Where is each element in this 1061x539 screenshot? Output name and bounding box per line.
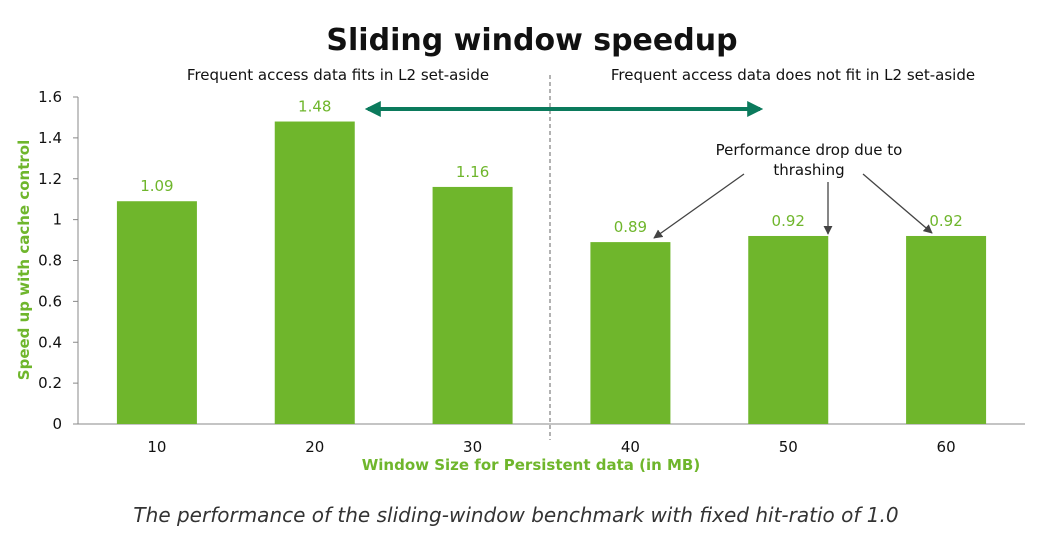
bar-30 xyxy=(432,186,513,424)
bar-60 xyxy=(906,235,987,424)
y-tick-label: 0.8 xyxy=(38,252,62,270)
x-axis-title: Window Size for Persistent data (in MB) xyxy=(362,456,700,474)
x-tick-label-40: 40 xyxy=(621,438,640,456)
y-tick-label: 1.2 xyxy=(38,170,62,188)
y-tick-label: 1 xyxy=(52,211,62,229)
data-label-30: 1.16 xyxy=(456,163,489,181)
data-label-20: 1.48 xyxy=(298,98,331,116)
chart-caption: The performance of the sliding-window be… xyxy=(133,503,898,527)
y-tick-label: 0 xyxy=(52,415,62,433)
y-tick-label: 1.6 xyxy=(38,88,62,106)
data-label-40: 0.89 xyxy=(614,218,647,236)
y-tick-label: 0.6 xyxy=(38,292,62,310)
y-tick-label: 0.2 xyxy=(38,374,62,392)
annotation-arrow-40 xyxy=(653,173,745,239)
y-tick-label: 1.4 xyxy=(38,129,62,147)
y-tick-label: 0.4 xyxy=(38,333,62,351)
bar-50 xyxy=(748,235,829,424)
bar-40 xyxy=(590,242,671,424)
bar-20 xyxy=(274,121,355,425)
x-axis: 10 20 30 40 50 60 xyxy=(78,423,1025,456)
annotation-line-1: Performance drop due to xyxy=(716,141,903,159)
x-tick-label-60: 60 xyxy=(937,438,956,456)
annotation-line-2: thrashing xyxy=(773,161,844,179)
annotation-arrow-60 xyxy=(862,173,933,234)
data-label-10: 1.09 xyxy=(140,177,173,195)
region-label-fits: Frequent access data fits in L2 set-asid… xyxy=(187,66,489,84)
data-label-60: 0.92 xyxy=(929,212,962,230)
y-axis-title: Speed up with cache control xyxy=(15,140,33,380)
x-tick-label-10: 10 xyxy=(147,438,166,456)
x-tick-label-50: 50 xyxy=(779,438,798,456)
bar-10 xyxy=(116,201,197,424)
bars: 1.09 1.48 1.16 0.89 0.92 0.92 xyxy=(116,98,987,425)
chart-title: Sliding window speedup xyxy=(326,23,737,58)
region-label-not-fits: Frequent access data does not fit in L2 … xyxy=(611,66,975,84)
x-tick-label-20: 20 xyxy=(305,438,324,456)
y-axis: 0 0.2 0.4 0.6 0.8 1 1.2 1.4 1.6 xyxy=(38,88,79,433)
x-tick-label-30: 30 xyxy=(463,438,482,456)
data-label-50: 0.92 xyxy=(772,212,805,230)
